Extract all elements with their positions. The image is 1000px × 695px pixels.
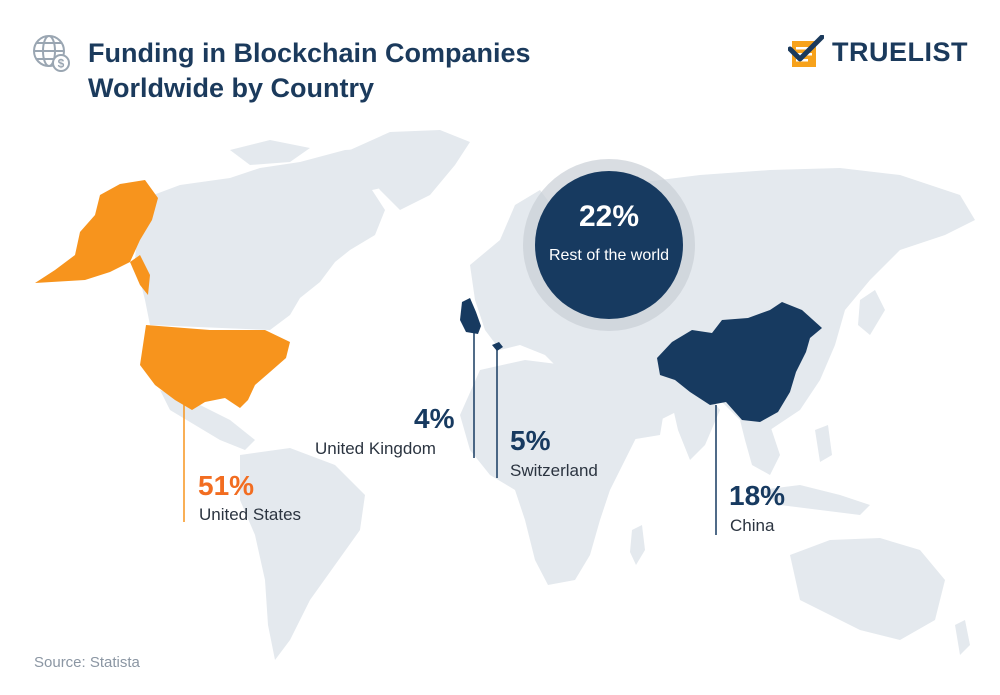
us-region xyxy=(35,180,290,410)
alaska-panhandle xyxy=(130,255,150,295)
rest-of-world-bubble xyxy=(535,171,683,319)
us-value: 51% xyxy=(198,470,255,501)
land-southeast-asia xyxy=(740,420,780,475)
contiguous-us xyxy=(140,325,290,410)
page-title: Funding in Blockchain Companies Worldwid… xyxy=(88,38,531,103)
us-label: United States xyxy=(199,505,302,524)
land-greenland xyxy=(350,130,470,210)
land-japan xyxy=(858,290,885,335)
land-india xyxy=(670,390,720,460)
switzerland-region xyxy=(492,342,503,351)
uk-value: 4% xyxy=(414,403,455,434)
rest-of-world-value: 22% xyxy=(578,200,640,233)
land-arctic-islands xyxy=(230,140,310,165)
brand-name: TRUELIST xyxy=(832,36,968,67)
land-south-america xyxy=(240,448,365,660)
brand-logo: TRUELIST xyxy=(788,34,968,70)
china-value: 18% xyxy=(729,480,786,511)
switzerland-value: 5% xyxy=(510,425,551,456)
land-philippines xyxy=(815,425,832,462)
land-madagascar xyxy=(630,525,645,565)
globe-dollar-icon: $ xyxy=(33,35,70,72)
uk-label: United Kingdom xyxy=(315,439,436,458)
land-indonesia xyxy=(760,485,870,515)
alaska xyxy=(35,180,158,283)
uk-region xyxy=(460,298,481,334)
land-africa xyxy=(460,360,640,585)
china-label: China xyxy=(730,516,775,535)
china-region xyxy=(657,302,822,422)
checklist-logo-icon xyxy=(788,35,824,67)
rest-of-world-label: Rest of the world xyxy=(548,247,670,264)
svg-text:$: $ xyxy=(58,57,65,71)
land-australia xyxy=(790,538,945,640)
switzerland-label: Switzerland xyxy=(510,461,598,480)
land-arabia xyxy=(590,380,665,440)
land-north-america xyxy=(135,148,410,330)
source-note: Source: Statista xyxy=(34,654,140,671)
land-new-zealand xyxy=(955,620,970,655)
